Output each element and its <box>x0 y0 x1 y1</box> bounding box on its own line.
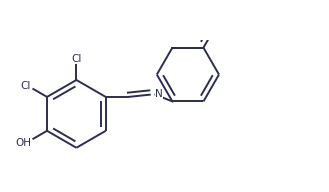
Text: Cl: Cl <box>71 54 82 64</box>
Text: Cl: Cl <box>20 81 30 91</box>
Text: N: N <box>155 89 163 99</box>
Text: OH: OH <box>16 138 32 148</box>
